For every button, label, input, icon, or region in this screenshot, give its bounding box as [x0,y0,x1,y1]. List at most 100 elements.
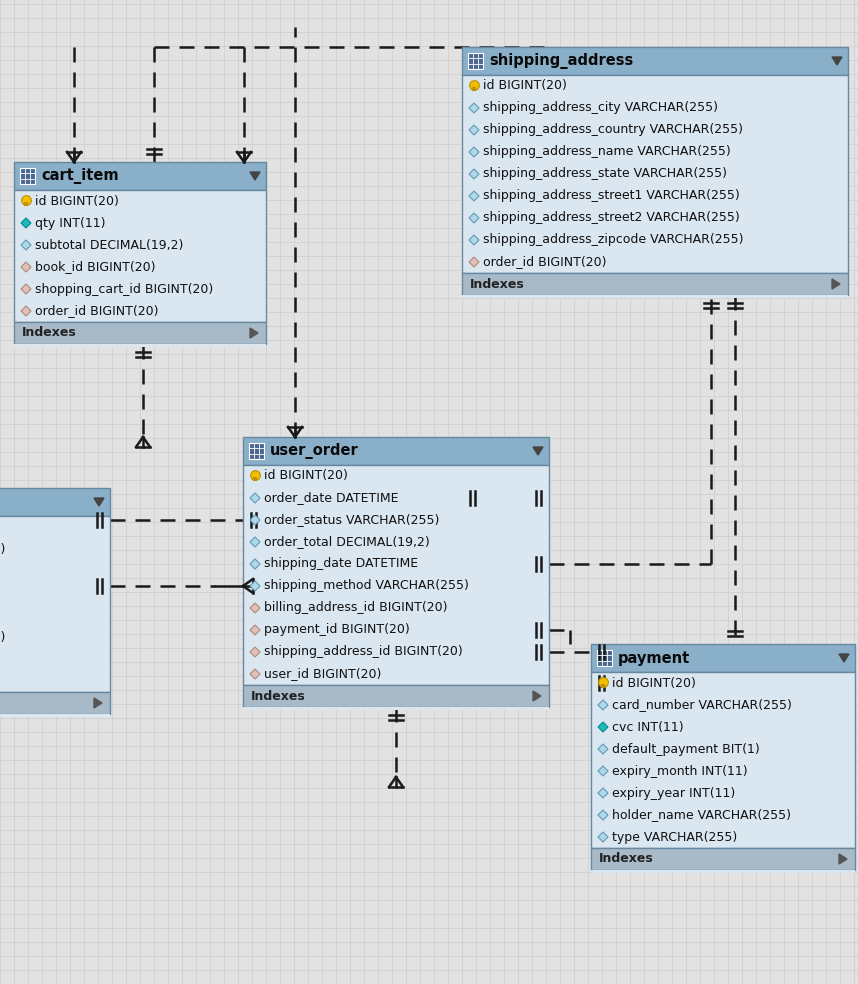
Text: id BIGINT(20): id BIGINT(20) [35,195,119,208]
Bar [0,516,110,692]
Text: shipping_address_city VARCHAR(255): shipping_address_city VARCHAR(255) [483,101,718,114]
Bar [591,672,855,848]
Text: expiry_year INT(11): expiry_year INT(11) [612,786,735,799]
Text: shipping_address_street2 VARCHAR(255): shipping_address_street2 VARCHAR(255) [483,212,740,224]
Text: subtotal DECIMAL(19,2): subtotal DECIMAL(19,2) [35,238,184,252]
Polygon shape [469,257,479,267]
Polygon shape [598,788,608,798]
Text: shipping_address: shipping_address [489,53,633,69]
Text: id BIGINT(20): id BIGINT(20) [483,80,567,92]
Text: order_date DATETIME: order_date DATETIME [264,491,398,505]
Bar [462,295,848,298]
Polygon shape [533,447,543,455]
Polygon shape [469,235,479,245]
Bar [243,707,549,710]
Polygon shape [250,647,260,657]
Polygon shape [21,218,31,228]
Polygon shape [250,537,260,547]
Polygon shape [598,744,608,754]
Text: order_status VARCHAR(255): order_status VARCHAR(255) [264,514,439,526]
Text: Indexes: Indexes [599,852,654,866]
Bar [591,644,855,672]
Text: order_id BIGINT(20): order_id BIGINT(20) [483,256,607,269]
Text: shipping_address_street1 VARCHAR(255): shipping_address_street1 VARCHAR(255) [483,190,740,203]
Text: shipping_address_name VARCHAR(255): shipping_address_name VARCHAR(255) [483,146,731,158]
Bar [468,53,483,69]
Bar [20,168,35,184]
Bar [243,685,549,707]
Polygon shape [832,57,842,65]
Polygon shape [598,700,608,710]
Bar [591,848,855,870]
Text: holder_name VARCHAR(255): holder_name VARCHAR(255) [612,809,791,822]
Polygon shape [598,832,608,842]
Text: payment_id BIGINT(20): payment_id BIGINT(20) [264,624,410,637]
Polygon shape [21,306,31,316]
Polygon shape [839,854,847,864]
Polygon shape [598,810,608,820]
Bar [243,437,549,465]
Text: book_id BIGINT(20): book_id BIGINT(20) [35,261,155,274]
Polygon shape [250,328,258,338]
Text: shipping_address_zipcode VARCHAR(255): shipping_address_zipcode VARCHAR(255) [483,233,744,247]
Text: user_order: user_order [270,443,359,459]
Bar [14,162,266,190]
Text: default_payment BIT(1): default_payment BIT(1) [612,743,759,756]
Polygon shape [21,284,31,294]
Text: type VARCHAR(255): type VARCHAR(255) [612,830,737,843]
Polygon shape [469,213,479,223]
Bar [14,344,266,347]
Bar [0,488,110,516]
Bar [462,75,848,273]
Polygon shape [533,691,541,701]
Text: order_total DECIMAL(19,2): order_total DECIMAL(19,2) [264,535,430,548]
Text: card_number VARCHAR(255): card_number VARCHAR(255) [612,699,792,711]
Text: shipping_method VARCHAR(255): shipping_method VARCHAR(255) [264,580,468,592]
Text: shopping_cart_id BIGINT(20): shopping_cart_id BIGINT(20) [35,282,214,295]
Polygon shape [21,240,31,250]
Polygon shape [469,103,479,113]
Polygon shape [250,669,260,679]
Polygon shape [21,262,31,272]
Bar [597,650,612,666]
Text: shipping_address_state VARCHAR(255): shipping_address_state VARCHAR(255) [483,167,727,180]
Text: expiry_month INT(11): expiry_month INT(11) [612,765,747,777]
Text: id BIGINT(20): id BIGINT(20) [264,469,347,482]
Polygon shape [94,498,104,506]
Bar [249,443,264,459]
Bar [462,273,848,295]
Text: shipping_address_country VARCHAR(255): shipping_address_country VARCHAR(255) [483,124,743,137]
Text: user_id BIGINT(20): user_id BIGINT(20) [264,667,381,681]
Bar [462,47,848,75]
Text: VARCHAR(255): VARCHAR(255) [0,542,6,556]
Text: cvc INT(11): cvc INT(11) [612,720,684,733]
Text: order_id BIGINT(20): order_id BIGINT(20) [35,304,159,318]
Text: id BIGINT(20): id BIGINT(20) [612,677,696,690]
Polygon shape [469,147,479,157]
Text: cart_item: cart_item [41,168,118,184]
Polygon shape [469,125,479,135]
Polygon shape [250,559,260,569]
Text: payment: payment [618,650,690,665]
Polygon shape [250,603,260,613]
Polygon shape [250,515,260,525]
Polygon shape [469,191,479,201]
Polygon shape [598,722,608,732]
Bar [591,870,855,873]
Polygon shape [94,698,102,708]
Polygon shape [469,169,479,179]
Bar [14,190,266,322]
Polygon shape [598,766,608,776]
Polygon shape [832,279,840,289]
Text: billing_address_id BIGINT(20): billing_address_id BIGINT(20) [264,601,448,614]
Bar [243,465,549,685]
Polygon shape [250,172,260,180]
Text: shipping_date DATETIME: shipping_date DATETIME [264,558,418,571]
Text: shipping_address_id BIGINT(20): shipping_address_id BIGINT(20) [264,646,462,658]
Text: Indexes: Indexes [470,277,525,290]
Text: Indexes: Indexes [251,690,305,703]
Bar [14,322,266,344]
Polygon shape [839,654,849,662]
Polygon shape [250,493,260,503]
Polygon shape [250,581,260,591]
